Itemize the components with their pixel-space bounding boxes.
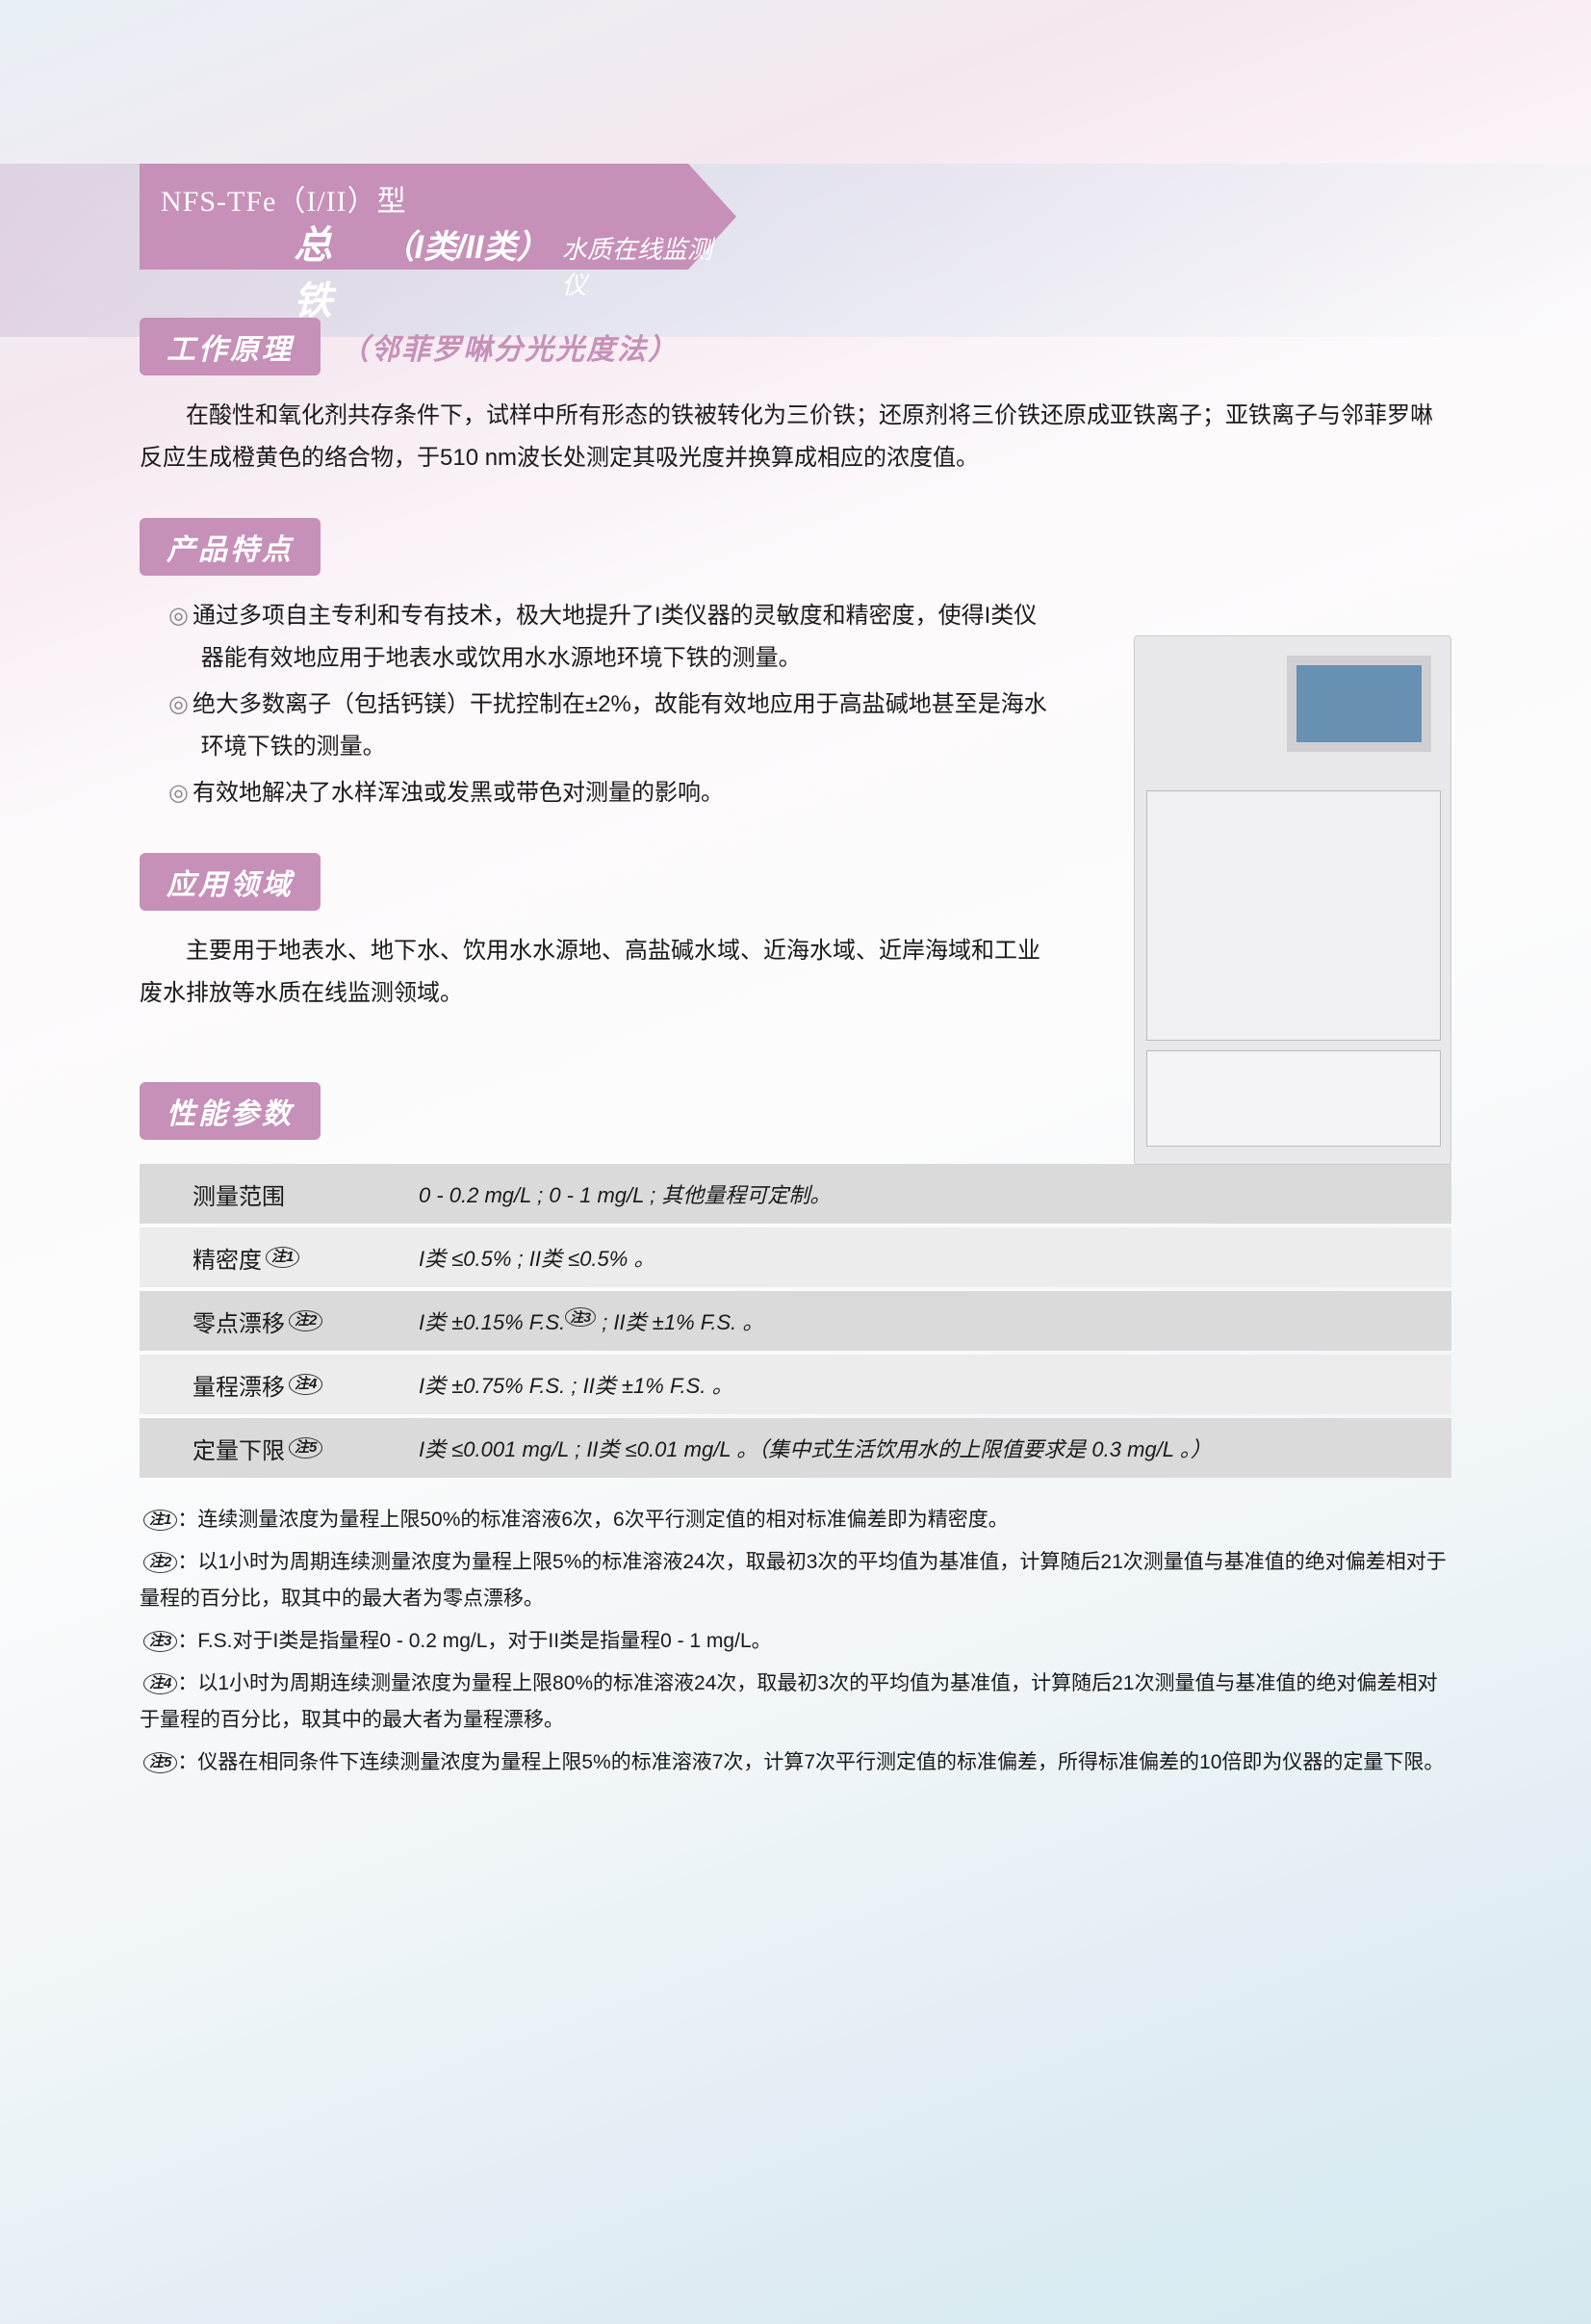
principle-subtitle: （邻菲罗啉分光光度法）	[340, 325, 679, 368]
feature-item: ◎绝大多数离子（包括钙镁）干扰控制在±2%，故能有效地应用于高盐碱地甚至是海水环…	[168, 684, 1052, 768]
spec-label: 测量范围	[140, 1177, 380, 1211]
product-image	[1134, 635, 1451, 1165]
spec-label: 量程漂移注4	[140, 1368, 380, 1402]
note-text: ：以1小时为周期连续测量浓度为量程上限80%的标准溶液24次，取最初3次的平均值…	[140, 1672, 1437, 1731]
bullet-icon: ◎	[168, 603, 189, 629]
bullet-icon: ◎	[168, 691, 189, 717]
note-text: ：F.S.对于I类是指量程0 - 0.2 mg/L，对于II类是指量程0 - 1…	[177, 1630, 771, 1652]
spec-value: 0 - 0.2 mg/L ; 0 - 1 mg/L ; 其他量程可定制。	[380, 1178, 1451, 1209]
note-badge: 注2	[289, 1310, 322, 1331]
section-features-head: 产品特点	[140, 518, 1591, 576]
section-principle-head: 工作原理 （邻菲罗啉分光光度法）	[140, 318, 1591, 375]
spec-label-text: 测量范围	[192, 1177, 285, 1211]
spec-label-text: 定量下限	[192, 1432, 285, 1465]
note-line: 注4：以1小时为周期连续测量浓度为量程上限80%的标准溶液24次，取最初3次的平…	[140, 1666, 1451, 1739]
spec-row: 精密度注1 I类 ≤0.5% ; II类 ≤0.5% 。	[140, 1227, 1451, 1287]
spec-row: 定量下限注5 I类 ≤0.001 mg/L ; II类 ≤0.01 mg/L 。…	[140, 1418, 1451, 1478]
spec-row: 测量范围 0 - 0.2 mg/L ; 0 - 1 mg/L ; 其他量程可定制…	[140, 1164, 1451, 1224]
feature-text: 有效地解决了水样浑浊或发黑或带色对测量的影响。	[192, 780, 724, 806]
spec-row: 零点漂移注2 I类 ±0.15% F.S.注3 ; II类 ±1% F.S. 。	[140, 1291, 1451, 1351]
principle-text: 在酸性和氧化剂共存条件下，试样中所有形态的铁被转化为三价铁；还原剂将三价铁还原成…	[140, 395, 1451, 479]
bullet-icon: ◎	[168, 780, 189, 806]
note-badge: 注1	[143, 1510, 177, 1531]
spec-label: 定量下限注5	[140, 1432, 380, 1465]
applications-text: 主要用于地表水、地下水、饮用水水源地、高盐碱水域、近海水域、近岸海域和工业废水排…	[140, 930, 1052, 1015]
spec-row: 量程漂移注4 I类 ±0.75% F.S. ; II类 ±1% F.S. 。	[140, 1355, 1451, 1414]
specs-table: 测量范围 0 - 0.2 mg/L ; 0 - 1 mg/L ; 其他量程可定制…	[140, 1164, 1451, 1478]
product-banner: NFS-TFe（I/II）型 总铁 （I类/II类） 水质在线监测仪	[140, 164, 736, 279]
feature-item: ◎通过多项自主专利和专有技术，极大地提升了I类仪器的灵敏度和精密度，使得I类仪器…	[168, 595, 1052, 680]
note-badge: 注1	[266, 1247, 299, 1268]
note-badge: 注2	[143, 1552, 177, 1573]
feature-text: 绝大多数离子（包括钙镁）干扰控制在±2%，故能有效地应用于高盐碱地甚至是海水环境…	[192, 691, 1047, 760]
note-text: ：仪器在相同条件下连续测量浓度为量程上限5%的标准溶液7次，计算7次平行测定值的…	[177, 1751, 1444, 1773]
note-text: ：连续测量浓度为量程上限50%的标准溶液6次，6次平行测定值的相对标准偏差即为精…	[177, 1509, 1008, 1531]
spec-label-text: 量程漂移	[192, 1368, 285, 1402]
note-text: ：以1小时为周期连续测量浓度为量程上限5%的标准溶液24次，取最初3次的平均值为…	[140, 1551, 1447, 1610]
spec-value: I类 ≤0.5% ; II类 ≤0.5% 。	[380, 1242, 1451, 1273]
features-list: ◎通过多项自主专利和专有技术，极大地提升了I类仪器的灵敏度和精密度，使得I类仪器…	[168, 595, 1052, 814]
banner-sub: 水质在线监测仪	[562, 230, 736, 301]
spec-value: I类 ±0.15% F.S.注3 ; II类 ±1% F.S. 。	[380, 1305, 1451, 1336]
note-badge: 注4	[289, 1374, 322, 1395]
spec-label: 零点漂移注2	[140, 1304, 380, 1338]
note-badge: 注5	[143, 1752, 177, 1773]
product-door	[1146, 790, 1441, 1041]
note-line: 注3：F.S.对于I类是指量程0 - 0.2 mg/L，对于II类是指量程0 -…	[140, 1623, 1451, 1660]
spec-label-text: 精密度	[192, 1241, 262, 1275]
features-title: 产品特点	[140, 518, 321, 576]
applications-title: 应用领域	[140, 853, 321, 911]
feature-text: 通过多项自主专利和专有技术，极大地提升了I类仪器的灵敏度和精密度，使得I类仪器能…	[192, 603, 1037, 671]
product-shelf	[1146, 1050, 1441, 1147]
banner-class: （I类/II类）	[382, 220, 549, 268]
banner-title-line: 总铁 （I类/II类） 水质在线监测仪	[294, 214, 736, 325]
note-line: 注1：连续测量浓度为量程上限50%的标准溶液6次，6次平行测定值的相对标准偏差即…	[140, 1502, 1451, 1538]
banner-name: 总铁	[294, 214, 374, 325]
spec-value: I类 ±0.75% F.S. ; II类 ±1% F.S. 。	[380, 1369, 1451, 1400]
note-badge: 注4	[143, 1673, 177, 1694]
note-line: 注2：以1小时为周期连续测量浓度为量程上限5%的标准溶液24次，取最初3次的平均…	[140, 1544, 1451, 1617]
specs-title: 性能参数	[140, 1082, 321, 1140]
product-screen	[1287, 656, 1431, 752]
principle-title: 工作原理	[140, 318, 321, 375]
note-line: 注5：仪器在相同条件下连续测量浓度为量程上限5%的标准溶液7次，计算7次平行测定…	[140, 1744, 1451, 1781]
notes-block: 注1：连续测量浓度为量程上限50%的标准溶液6次，6次平行测定值的相对标准偏差即…	[140, 1502, 1451, 1781]
spec-value-pre: I类 ±0.15% F.S.	[419, 1310, 565, 1334]
note-badge: 注3	[143, 1631, 177, 1652]
spec-value-post: ; II类 ±1% F.S. 。	[596, 1310, 763, 1334]
spec-label-text: 零点漂移	[192, 1304, 285, 1338]
note-badge: 注5	[289, 1437, 322, 1459]
spec-label: 精密度注1	[140, 1241, 380, 1275]
note-badge: 注3	[565, 1307, 596, 1327]
spec-value: I类 ≤0.001 mg/L ; II类 ≤0.01 mg/L 。（集中式生活饮…	[380, 1433, 1451, 1463]
feature-item: ◎有效地解决了水样浑浊或发黑或带色对测量的影响。	[168, 772, 1052, 814]
